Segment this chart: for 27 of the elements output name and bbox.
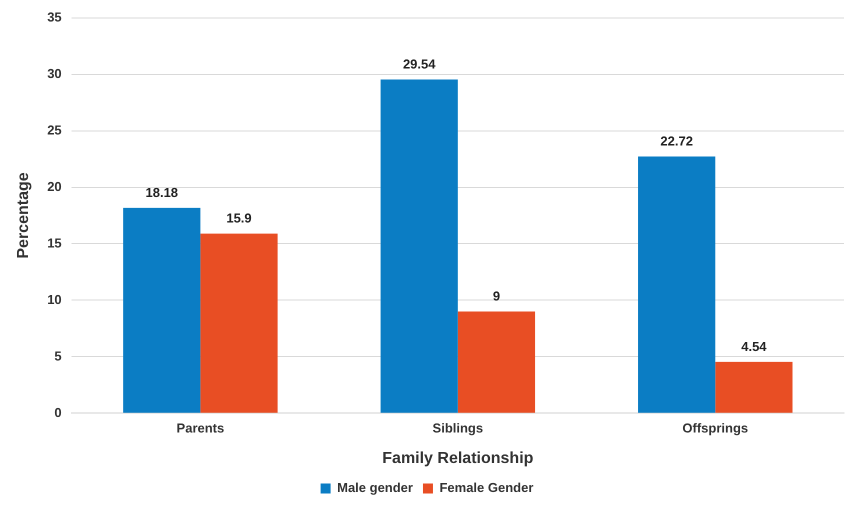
data-label: 15.9 [226,210,252,226]
bar [380,79,458,413]
bar [200,234,278,413]
y-tick-label: 0 [54,404,62,420]
y-tick-label: 5 [54,348,62,364]
x-tick-label: Parents [176,420,224,436]
x-tick-label: Offsprings [682,420,748,436]
data-label: 29.54 [402,56,436,72]
data-label: 4.54 [741,338,768,354]
y-tick-label: 20 [47,178,62,194]
legend-label: Female Gender [439,480,534,496]
data-label: 22.72 [660,134,693,149]
bar [123,208,200,413]
y-tick-label: 10 [47,292,62,307]
x-tick-label: Siblings [432,420,484,436]
x-axis-title: Family Relationship [382,450,534,467]
y-tick-label: 15 [47,235,62,250]
y-tick-label: 30 [47,66,62,81]
bar [638,156,716,413]
data-label: 18.18 [145,184,178,200]
y-axis-title: Percentage [15,172,32,259]
legend-label: Male gender [337,480,413,496]
bar [458,312,536,413]
data-label: 9 [492,288,500,304]
y-tick-label: 35 [47,9,62,24]
y-tick-label: 25 [47,122,62,138]
bar [715,362,793,413]
